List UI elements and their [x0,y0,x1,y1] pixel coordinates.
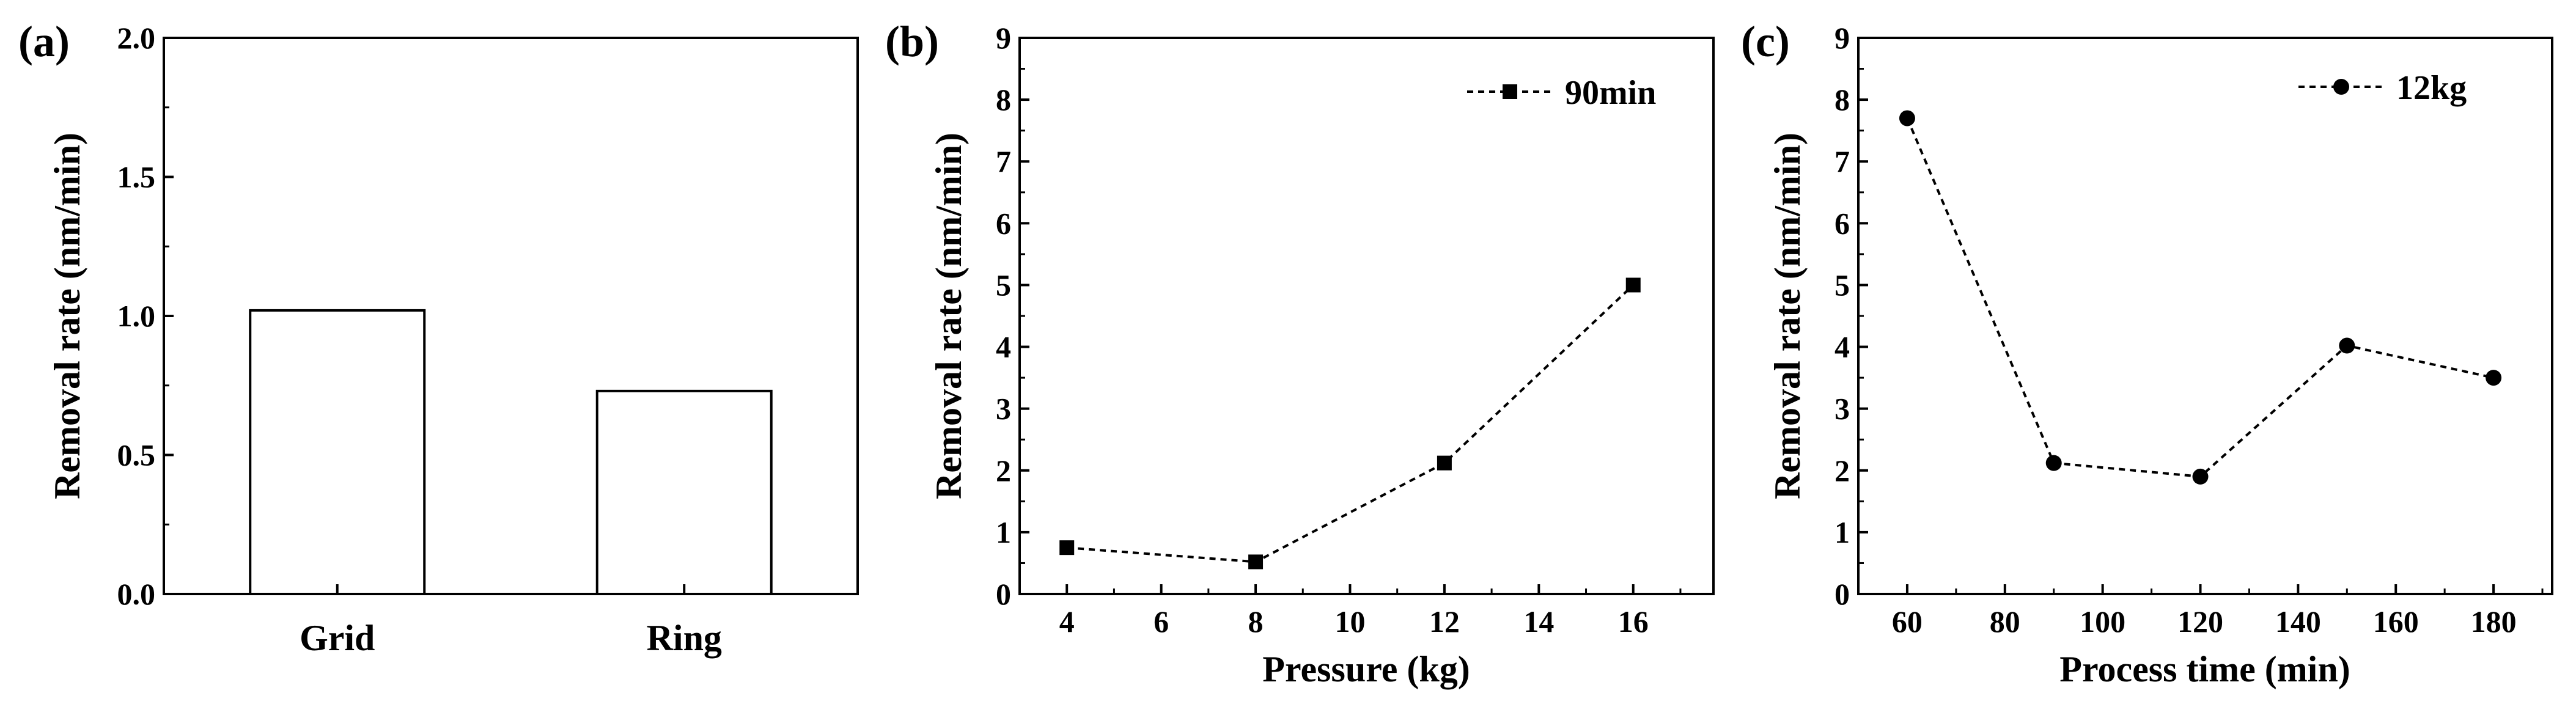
panel-a-ytick-label: 1.5 [117,160,156,194]
panel-a-label: (a) [18,17,70,66]
panel-c-xtick-label: 160 [2373,604,2419,639]
panel-c-frame [1857,37,2553,595]
panel-b-xtick-label: 8 [1248,604,1264,639]
series-line-12kg [1906,117,2494,478]
panel-b-xtick-label: 12 [1429,604,1460,639]
data-point [1899,110,1915,127]
panel-b-xlabel: Pressure (kg) [1262,649,1470,689]
panel-c: (c) 0 1 2 3 4 5 6 7 8 9 60 80 100 120 140 160 180 12kg P… [1741,17,2553,689]
panel-a-ytick-label: 0.5 [117,438,156,472]
panel-c-ytick-label: 1 [1834,515,1850,549]
data-point [1248,554,1264,570]
panel-b-ytick-label: 5 [996,268,1011,302]
panel-c-xtick-label: 80 [1990,604,2020,639]
panel-b-ytick-label: 3 [996,392,1011,426]
panel-c-xtick-label: 120 [2177,604,2223,639]
panel-b-xtick-label: 6 [1154,604,1169,639]
panel-b-ytick-label: 8 [996,82,1011,117]
panel-b-ytick-label: 1 [996,515,1011,549]
panel-c-ytick-label: 8 [1834,82,1850,117]
panel-c-ylabel: Removal rate (nm/min) [1767,133,1808,499]
panel-c-xtick-label: 140 [2275,604,2321,639]
panel-c-ytick-label: 2 [1834,453,1850,488]
panel-a-ytick-label: 0.0 [117,577,156,611]
panel-b-ytick-label: 7 [996,144,1011,178]
panel-b-ytick-label: 2 [996,453,1011,488]
legend-marker-square [1503,84,1517,99]
panel-b-xtick-label: 4 [1059,604,1075,639]
legend-marker-circle [2333,79,2349,95]
panel-c-ytick-label: 5 [1834,268,1850,302]
bar-ring [595,389,773,595]
data-point [1625,277,1641,293]
panel-b-xtick-label: 14 [1523,604,1554,639]
panel-c-legend: 12kg [2298,69,2467,107]
panel-c-xtick-label: 100 [2080,604,2125,639]
data-point [2486,370,2502,386]
data-point [1059,540,1075,556]
legend-label-12kg: 12kg [2396,69,2467,107]
panel-c-ytick-label: 6 [1834,206,1850,240]
panel-a: (a) Grid Ring 0.0 0.5 1.0 1.5 2.0 Removal rat… [18,17,859,658]
panel-c-xlabel: Process time (min) [2059,649,2350,689]
panel-b-ytick-label: 4 [996,330,1011,364]
panel-b-ytick-label: 0 [996,577,1011,611]
panel-c-label: (c) [1741,17,1790,66]
series-line-90min [1067,284,1635,563]
data-point [1437,455,1452,471]
panel-b-legend: 90min [1467,74,1656,112]
panel-b-ylabel: Removal rate (nm/min) [929,133,969,499]
panel-c-ytick-label: 0 [1834,577,1850,611]
panel-c-ytick-label: 7 [1834,144,1850,178]
category-label-grid: Grid [300,618,375,658]
data-point [2045,455,2062,471]
panel-b-xtick-label: 16 [1618,604,1649,639]
panel-a-ylabel: Removal rate (nm/min) [47,133,87,499]
data-point [2339,337,2355,354]
category-label-ring: Ring [647,618,722,658]
panel-b-ytick-label: 6 [996,206,1011,240]
panel-c-ytick-label: 4 [1834,330,1850,364]
panel-b-label: (b) [885,17,939,66]
panel-c-xtick-label: 180 [2471,604,2517,639]
panel-b-ytick-label: 9 [996,21,1011,55]
panel-a-ytick-label: 1.0 [117,299,156,333]
panel-b-frame [1018,37,1715,595]
panel-a-ytick-label: 2.0 [117,21,156,55]
panel-c-xtick-label: 60 [1892,604,1923,639]
panel-c-ytick-label: 3 [1834,392,1850,426]
data-point [2192,468,2209,485]
panel-c-ytick-label: 9 [1834,21,1850,55]
panel-b-xtick-label: 10 [1334,604,1365,639]
bar-grid [249,309,426,595]
legend-label-90min: 90min [1565,74,1656,112]
